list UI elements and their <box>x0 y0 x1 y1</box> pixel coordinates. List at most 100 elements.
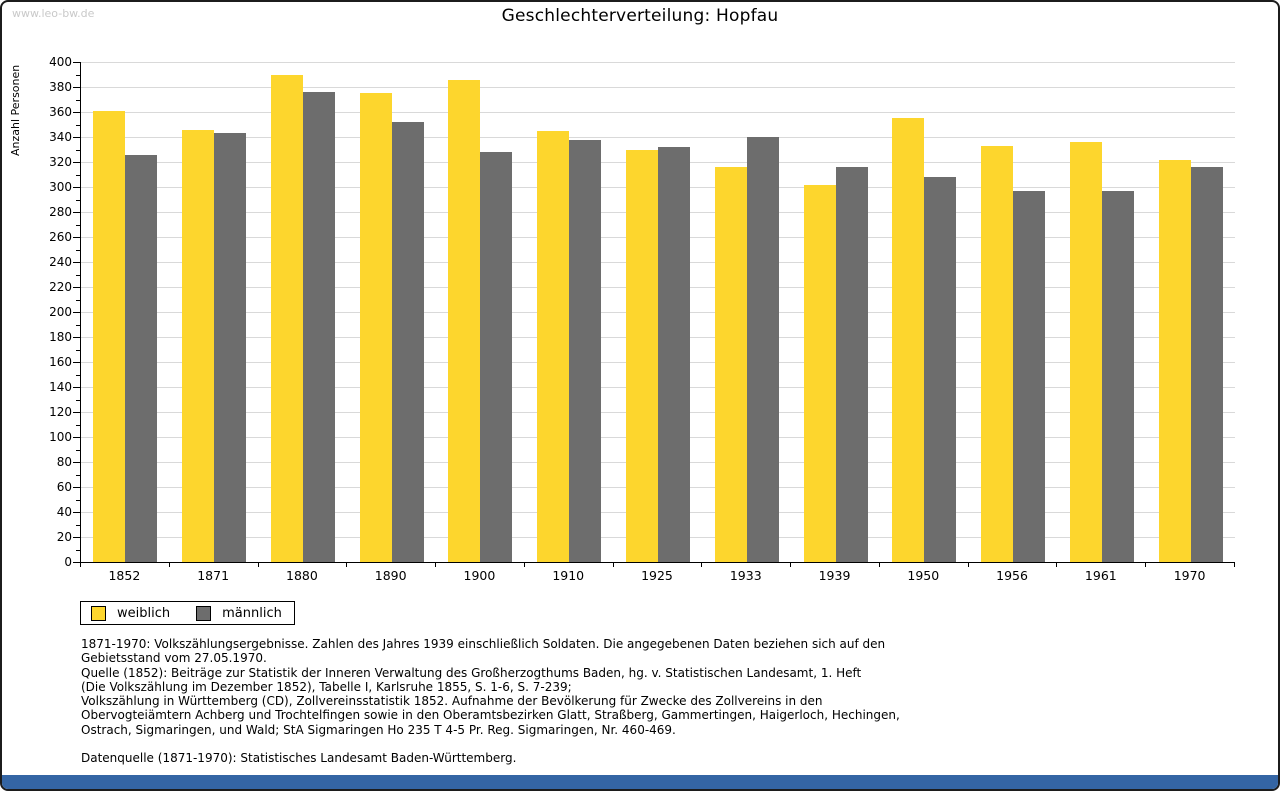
footnote-line: Obervogteiämtern Achberg und Trochtelfin… <box>81 708 900 723</box>
bar-männlich-1956 <box>1013 190 1046 562</box>
bar-männlich-1890 <box>391 122 424 562</box>
y-major-tick <box>73 512 80 513</box>
bar-weiblich-1970 <box>1158 159 1191 562</box>
y-minor-tick <box>76 274 80 276</box>
y-major-tick <box>73 337 80 338</box>
bar-weiblich-1910 <box>537 130 570 562</box>
y-tick-label: 380 <box>49 80 72 94</box>
y-minor-tick <box>76 199 80 201</box>
y-major-tick <box>73 87 80 88</box>
footnote-line: Datenquelle (1871-1970): Statistisches L… <box>81 751 517 766</box>
bottom-accent-bar <box>2 775 1278 789</box>
x-tick-label-1880: 1880 <box>286 568 318 583</box>
bar-weiblich-1939 <box>803 184 836 562</box>
y-major-tick <box>73 162 80 163</box>
watermark-text: www.leo-bw.de <box>12 7 95 20</box>
x-boundary-tick <box>169 563 170 567</box>
y-tick-label: 120 <box>49 405 72 419</box>
y-axis-label: Anzahl Personen <box>9 64 22 156</box>
y-minor-tick <box>76 174 80 176</box>
bar-weiblich-1880 <box>270 74 303 562</box>
footnote-line: Gebietsstand vom 27.05.1970. <box>81 651 267 666</box>
x-tick-label-1939: 1939 <box>818 568 851 583</box>
gridline <box>81 87 1235 88</box>
x-tick-label-1956: 1956 <box>996 568 1028 583</box>
y-minor-tick <box>76 524 80 526</box>
legend-label-weiblich: weiblich <box>117 605 171 621</box>
y-tick-label: 160 <box>49 355 72 369</box>
x-tick-label-1970: 1970 <box>1173 568 1206 583</box>
y-major-tick <box>73 412 80 413</box>
x-boundary-tick <box>1234 563 1235 567</box>
bar-männlich-1910 <box>569 139 602 562</box>
x-boundary-tick <box>701 563 702 567</box>
bar-männlich-1852 <box>125 154 158 562</box>
y-minor-tick <box>76 224 80 226</box>
x-boundary-tick <box>613 563 614 567</box>
y-tick-label: 260 <box>49 230 72 244</box>
x-tick-label-1871: 1871 <box>197 568 230 583</box>
x-boundary-tick <box>258 563 259 567</box>
y-minor-tick <box>76 449 80 451</box>
y-tick-label: 180 <box>49 330 72 344</box>
x-tick-label-1961: 1961 <box>1084 568 1117 583</box>
bar-weiblich-1871 <box>182 129 215 562</box>
legend-swatch-weiblich <box>91 605 106 621</box>
y-minor-tick <box>76 124 80 126</box>
bar-männlich-1961 <box>1101 190 1134 562</box>
plot-area <box>80 62 1235 563</box>
y-major-tick <box>73 437 80 438</box>
bar-männlich-1970 <box>1190 167 1223 562</box>
y-minor-tick <box>76 249 80 251</box>
y-minor-tick <box>76 499 80 501</box>
bar-männlich-1933 <box>746 137 779 562</box>
gridline <box>81 112 1235 113</box>
y-major-tick <box>73 537 80 538</box>
x-boundary-tick <box>1145 563 1146 567</box>
x-boundary-tick <box>435 563 436 567</box>
y-minor-tick <box>76 299 80 301</box>
y-minor-tick <box>76 374 80 376</box>
y-major-tick <box>73 362 80 363</box>
y-tick-label: 20 <box>56 530 72 544</box>
footnote-line: Volkszählung in Württemberg (CD), Zollve… <box>81 694 823 709</box>
footnote-line: (Die Volkszählung im Dezember 1852), Tab… <box>81 679 572 694</box>
y-tick-label: 320 <box>49 155 72 169</box>
y-major-tick <box>73 312 80 313</box>
footnote-line: Quelle (1852): Beiträge zur Statistik de… <box>81 665 862 680</box>
x-boundary-tick <box>524 563 525 567</box>
footnote-line: Ostrach, Sigmaringen, und Wald; StA Sigm… <box>81 722 676 737</box>
x-tick-label-1950: 1950 <box>907 568 940 583</box>
y-tick-label: 140 <box>49 380 72 394</box>
bar-weiblich-1900 <box>448 79 481 562</box>
y-major-tick <box>73 562 80 563</box>
bar-männlich-1925 <box>658 147 690 562</box>
footnote-line: 1871-1970: Volkszählungsergebnisse. Zahl… <box>81 637 886 651</box>
y-major-tick <box>73 137 80 138</box>
y-tick-label: 360 <box>49 105 72 119</box>
x-boundary-tick <box>1056 563 1057 567</box>
y-major-tick <box>73 237 80 238</box>
bar-weiblich-1852 <box>93 110 126 562</box>
y-major-tick <box>73 287 80 288</box>
legend-swatch-maennlich <box>196 605 212 621</box>
x-boundary-tick <box>879 563 880 567</box>
bar-männlich-1871 <box>214 133 247 562</box>
bar-weiblich-1890 <box>359 93 392 562</box>
bar-weiblich-1961 <box>1069 142 1102 562</box>
x-tick-label-1925: 1925 <box>641 568 673 583</box>
bar-männlich-1900 <box>480 152 513 562</box>
x-tick-label-1890: 1890 <box>374 568 407 583</box>
bar-männlich-1880 <box>302 92 335 562</box>
x-tick-label-1900: 1900 <box>463 568 496 583</box>
y-tick-label: 60 <box>56 480 72 494</box>
bar-weiblich-1950 <box>892 118 925 562</box>
y-minor-tick <box>76 74 80 76</box>
x-boundary-tick <box>80 563 81 567</box>
y-tick-label: 220 <box>49 280 72 294</box>
y-tick-label: 80 <box>56 455 72 469</box>
chart-title: Geschlechterverteilung: Hopfau <box>501 6 779 26</box>
footnotes: 1871-1970: Volkszählungsergebnisse. Zahl… <box>81 637 961 766</box>
bar-männlich-1950 <box>924 177 957 562</box>
